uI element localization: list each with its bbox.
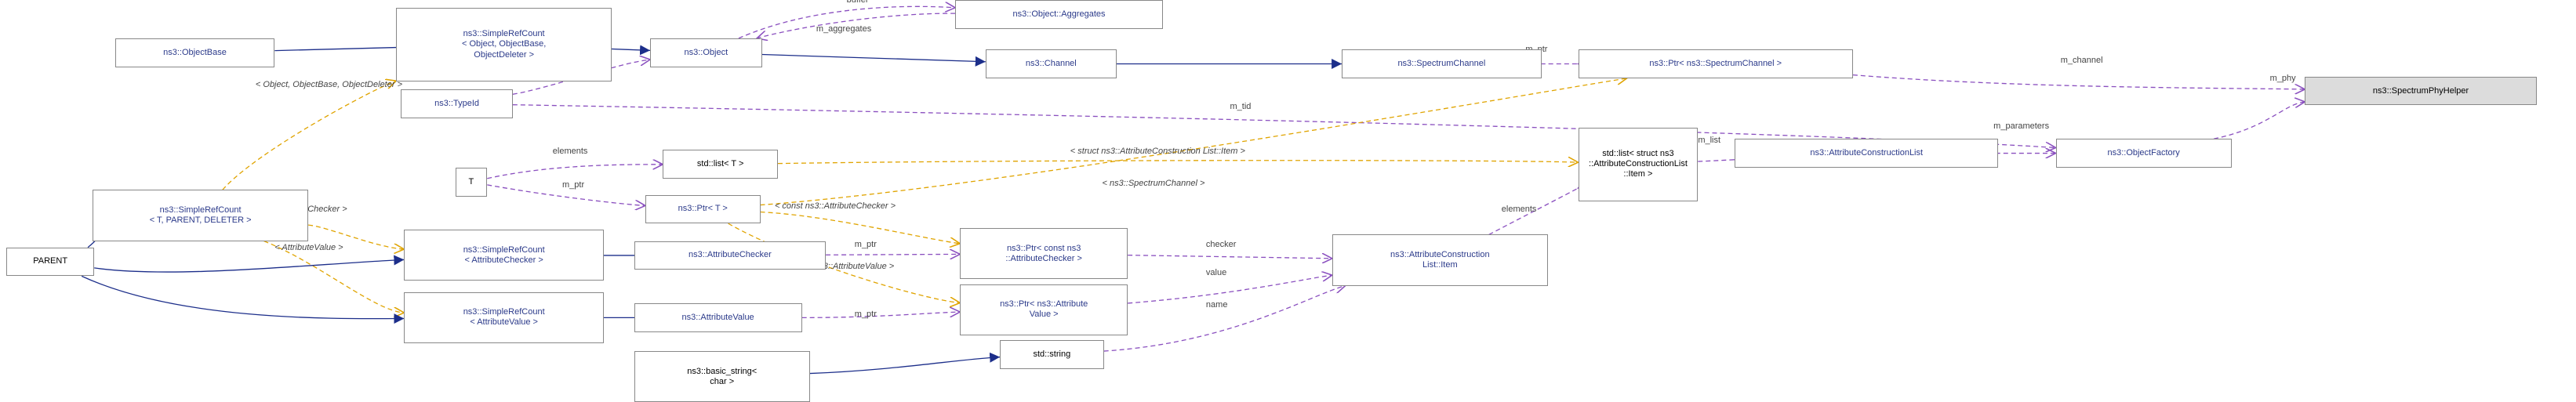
edge [94,259,404,272]
edge [1104,286,1346,351]
node-label[interactable]: ns3::SpectrumChannel [1397,59,1485,69]
edge [1853,75,2305,89]
node-T: T [456,168,488,197]
node-label: ns3::SpectrumPhyHelper [2373,86,2469,96]
edge-label: m_aggregates [816,24,871,34]
node-label: T [469,177,474,187]
node-typeId[interactable]: ns3::TypeId [401,89,513,118]
edge [826,254,960,255]
edge [739,6,955,38]
node-object[interactable]: ns3::Object [650,38,762,67]
node-channel[interactable]: ns3::Channel [986,49,1117,78]
edge [223,81,396,190]
edge-label: m_ptr [562,180,584,190]
node-simpleRefObject[interactable]: ns3::SimpleRefCount < Object, ObjectBase… [396,8,612,81]
edge-label: checker [1206,240,1237,249]
node-ptrSpectrumChannel[interactable]: ns3::Ptr< ns3::SpectrumChannel > [1579,49,1853,78]
edge-label: m_list [1698,136,1720,145]
node-label[interactable]: ns3::Object [685,48,728,58]
node-simpleRefAttrChecker[interactable]: ns3::SimpleRefCount < AttributeChecker > [404,230,604,281]
edge-label: m_channel [2061,56,2103,65]
edge [487,165,663,179]
edge-label: name [1206,300,1228,310]
edge-label: m_parameters [1993,121,2049,131]
edge-label: elements [553,147,588,156]
edge-label: m_phy [2270,74,2296,83]
edge [810,357,1000,374]
node-label[interactable]: ns3::AttributeChecker [689,250,772,260]
edge-label: m_ptr [855,310,877,319]
node-label[interactable]: ns3::AttributeValue [682,313,754,323]
node-label[interactable]: ns3::SimpleRefCount < AttributeValue > [463,307,545,328]
node-label[interactable]: ns3::AttributeConstruction List::Item [1390,250,1490,270]
edge-label: buffer [847,0,869,5]
node-label[interactable]: ns3::AttributeConstructionList [1810,148,1923,158]
edge [778,161,1579,164]
node-label[interactable]: ns3::Ptr< const ns3 ::AttributeChecker > [1005,244,1082,264]
node-stdListT: std::list< T > [663,150,778,179]
edge-label: < ns3::SpectrumChannel > [1103,179,1205,188]
node-objectFactory[interactable]: ns3::ObjectFactory [2056,139,2232,168]
node-label[interactable]: ns3::Ptr< ns3::Attribute Value > [1000,299,1088,320]
node-stdListItem: std::list< struct ns3 ::AttributeConstru… [1579,128,1699,201]
node-label[interactable]: ns3::ObjectFactory [2107,148,2179,158]
edge-label: < Object, ObjectBase, ObjectDeleter > [256,80,402,89]
node-attrChecker[interactable]: ns3::AttributeChecker [634,241,826,270]
edge-label: < const ns3::AttributeChecker > [775,201,896,211]
node-attrConstrItem[interactable]: ns3::AttributeConstruction List::Item [1332,234,1548,285]
edge-label: m_ptr [855,240,877,249]
node-label[interactable]: ns3::Ptr< ns3::SpectrumChannel > [1649,59,1782,69]
node-label: std::list< T > [697,159,744,169]
node-spectrumChannel[interactable]: ns3::SpectrumChannel [1342,49,1542,78]
node-label: std::list< struct ns3 ::AttributeConstru… [1589,149,1688,180]
node-label[interactable]: ns3::Channel [1026,59,1077,69]
node-label: std::string [1034,349,1071,360]
node-objectBase[interactable]: ns3::ObjectBase [115,38,275,67]
edge [2214,102,2305,139]
node-label: PARENT [33,256,67,266]
node-attrValue[interactable]: ns3::AttributeValue [634,303,802,332]
node-label[interactable]: ns3::ObjectBase [163,48,227,58]
edge [274,48,396,51]
node-objectAggregates[interactable]: ns3::Object::Aggregates [955,0,1163,29]
node-spectrumPhyHelper: ns3::SpectrumPhyHelper [2305,77,2536,106]
edge [82,276,404,318]
edge-label: m_tid [1230,102,1251,111]
node-label[interactable]: ns3::TypeId [434,99,479,109]
node-label[interactable]: ns3::Ptr< T > [678,204,728,214]
node-label: ns3::basic_string< char > [687,367,757,387]
diagram-canvas: m_channel m_phy m_parameters m_list elements… [0,0,2576,399]
edge [1128,255,1332,259]
node-ptrT[interactable]: ns3::Ptr< T > [645,195,761,224]
node-simpleRefAttrValue[interactable]: ns3::SimpleRefCount < AttributeValue > [404,292,604,343]
edge-label: < struct ns3::AttributeConstruction List… [1070,147,1245,156]
edge [802,312,961,317]
node-label[interactable]: ns3::SimpleRefCount < AttributeChecker > [463,245,545,266]
node-label[interactable]: ns3::Object::Aggregates [1013,9,1106,20]
edge-label: < AttributeValue > [274,243,343,252]
node-ptrAttrChecker[interactable]: ns3::Ptr< const ns3 ::AttributeChecker > [960,228,1128,279]
node-label[interactable]: ns3::SimpleRefCount < Object, ObjectBase… [462,29,546,60]
edge-label: value [1206,268,1226,277]
node-basicString: ns3::basic_string< char > [634,351,810,402]
node-attrConstrList[interactable]: ns3::AttributeConstructionList [1735,139,1998,168]
node-parent: PARENT [6,248,94,277]
edge [762,55,986,62]
node-simpleRefT[interactable]: ns3::SimpleRefCount < T, PARENT, DELETER… [93,190,308,241]
edge [1128,275,1332,303]
node-stdString: std::string [1000,340,1103,369]
node-ptrAttrValue[interactable]: ns3::Ptr< ns3::Attribute Value > [960,284,1128,335]
node-label[interactable]: ns3::SimpleRefCount < T, PARENT, DELETER… [150,205,252,226]
edge-label: elements [1502,205,1537,214]
